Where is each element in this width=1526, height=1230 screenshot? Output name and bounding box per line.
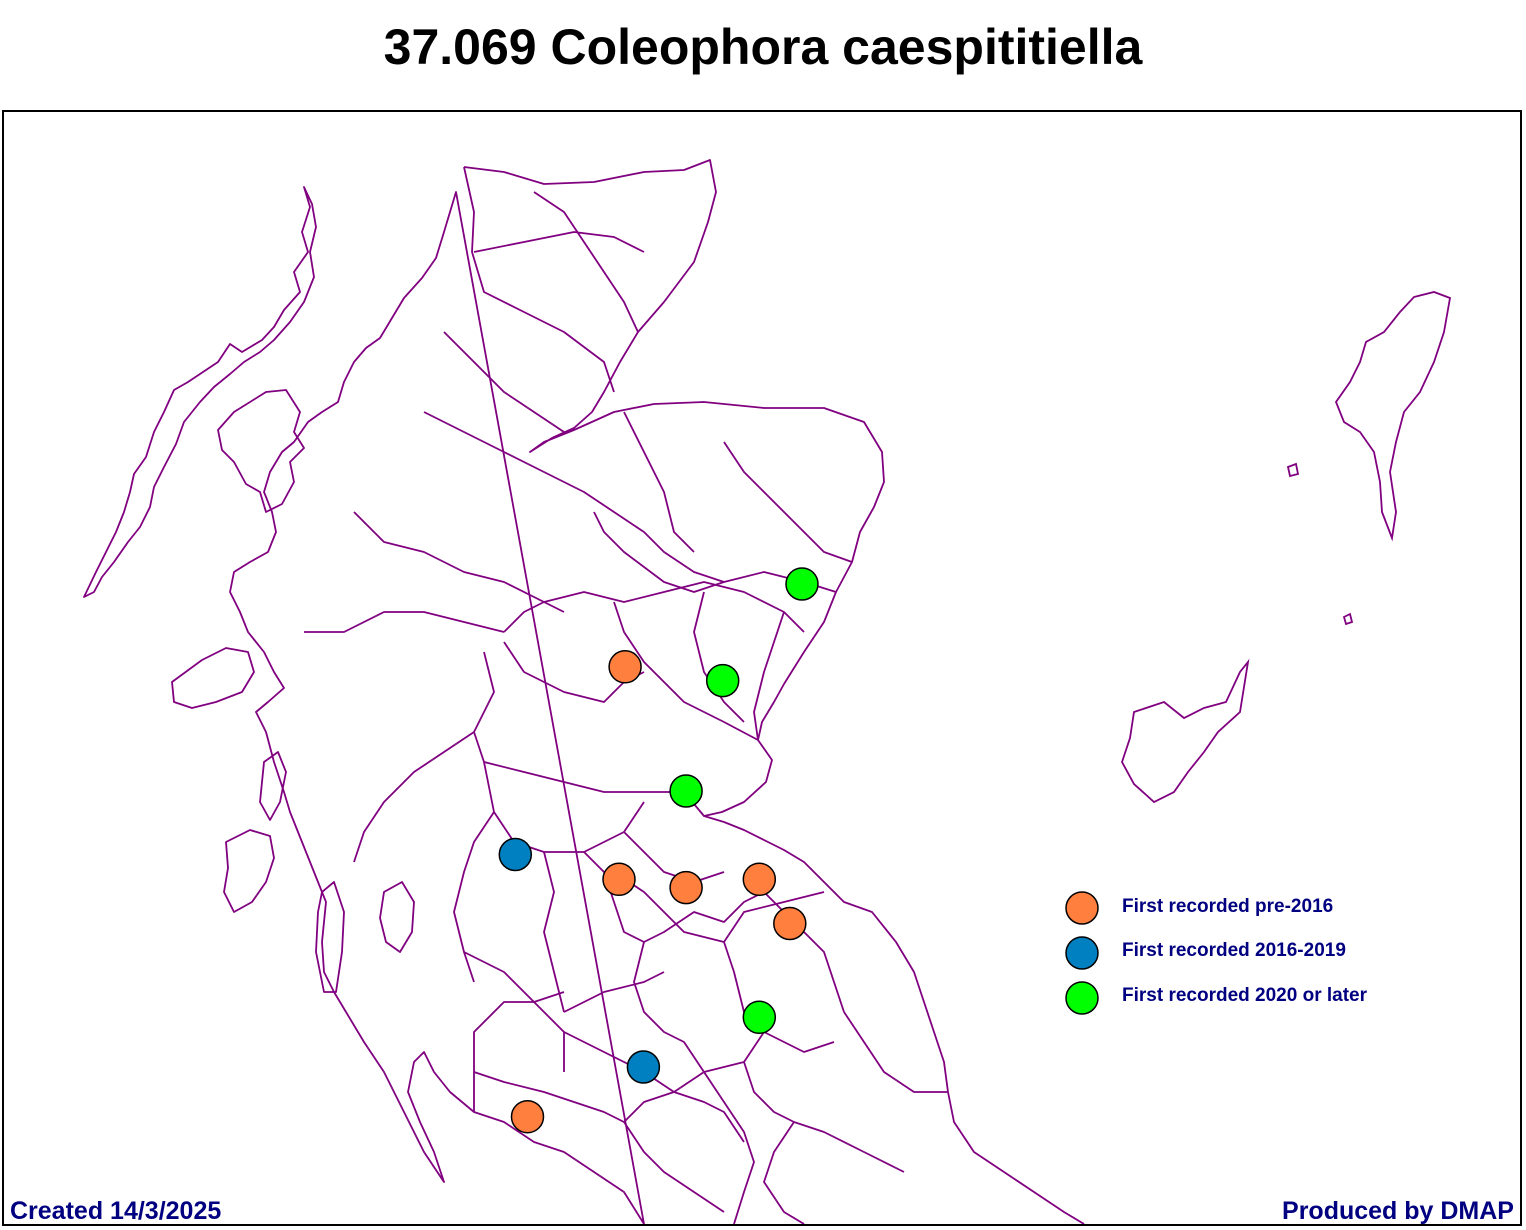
record-dots: [498, 567, 819, 1134]
record-dot-pre2016: [669, 870, 703, 905]
county-boundary: [693, 591, 745, 723]
county-boundary: [473, 991, 565, 1112]
county-boundary: [763, 1121, 805, 1224]
county-boundary: [613, 871, 825, 943]
record-dot-pre2016: [608, 650, 642, 684]
county-boundary: [353, 731, 475, 863]
record-dot-y2020: [705, 663, 740, 698]
map-title: 37.069 Coleophora caespititiella: [383, 19, 1143, 75]
produced-by: Produced by DMAP: [1282, 1197, 1514, 1225]
record-dot-y2020: [785, 567, 819, 601]
county-boundary: [563, 1031, 765, 1093]
county-boundary: [483, 761, 645, 853]
county-boundary: [304, 611, 505, 633]
outer-hebrides-outline: [83, 186, 317, 598]
county-boundary: [743, 1061, 905, 1173]
county-boundary: [353, 511, 565, 613]
county-boundary: [533, 191, 639, 333]
county-boundary: [473, 651, 705, 817]
county-boundary: [423, 411, 725, 583]
legend-swatches: [1065, 891, 1099, 1015]
vice-county-boundaries: [83, 159, 1085, 1224]
legend-swatch-pre2016: [1065, 891, 1099, 925]
county-boundary: [843, 1011, 948, 1093]
record-dot-y2020: [742, 1000, 777, 1035]
county-boundary: [753, 611, 785, 741]
county-boundary: [633, 941, 705, 1073]
county-boundary: [453, 811, 495, 983]
county-boundary: [473, 231, 645, 253]
distribution-map: [83, 159, 1452, 1224]
county-boundary: [613, 601, 759, 741]
jura-outline: [259, 751, 287, 821]
county-boundary: [763, 891, 845, 1013]
county-boundary: [623, 831, 725, 883]
legend-label-pre2016: First recorded pre-2016: [1122, 896, 1334, 917]
foula-outline: [1286, 462, 1300, 478]
record-dot-pre2016: [773, 906, 807, 941]
islay-outline: [223, 829, 275, 913]
legend-label-2016-2019: First recorded 2016-2019: [1122, 940, 1346, 961]
legend-swatch-y2020: [1065, 981, 1099, 1015]
created-date: Created 14/3/2025: [10, 1197, 222, 1225]
mainland-coastline: [229, 159, 1085, 1224]
fair-isle-outline: [1342, 612, 1354, 626]
record-dot-y2016_2019: [626, 1050, 661, 1084]
mull-outline: [171, 647, 255, 709]
kintyre-outline: [315, 881, 345, 993]
county-boundary: [723, 941, 835, 1053]
skye-outline: [217, 389, 305, 513]
arran-outline: [379, 881, 415, 953]
county-boundary: [703, 1071, 755, 1224]
county-boundary: [473, 1071, 725, 1213]
record-dot-pre2016: [602, 862, 636, 897]
record-dot-pre2016: [742, 862, 777, 897]
county-boundary: [503, 581, 805, 633]
record-dot-y2020: [669, 774, 703, 808]
county-boundary: [463, 951, 565, 1072]
record-dot-y2016_2019: [498, 837, 533, 872]
county-boundary: [543, 851, 565, 1013]
county-boundary: [443, 331, 565, 433]
map-frame: First recorded pre-2016 First recorded 2…: [2, 110, 1522, 1226]
legend-label-2020-or-later: First recorded 2020 or later: [1122, 985, 1367, 1006]
county-boundary: [563, 971, 665, 1013]
orkney-outline: [1121, 658, 1250, 804]
record-dot-pre2016: [510, 1099, 545, 1134]
county-boundary: [463, 166, 615, 393]
county-boundary: [723, 441, 853, 563]
county-boundary: [623, 1091, 745, 1143]
shetland-outline: [1334, 291, 1452, 542]
county-boundary: [623, 411, 695, 553]
legend-swatch-y2016_2019: [1065, 936, 1099, 970]
